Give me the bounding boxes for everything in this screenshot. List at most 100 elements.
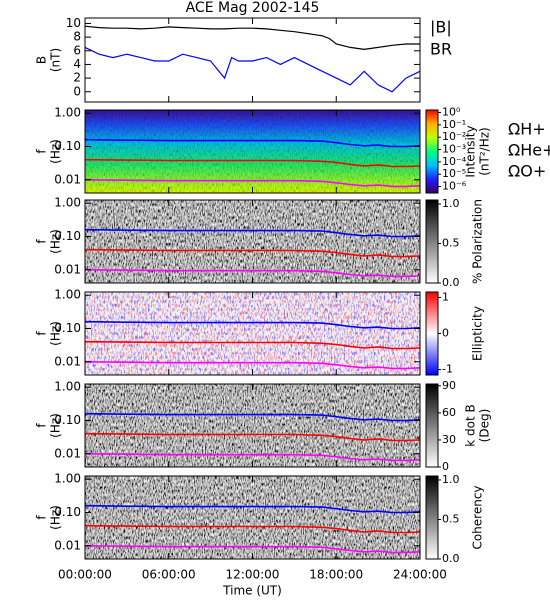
series-line — [85, 138, 420, 148]
y-axis-label: f — [35, 239, 49, 244]
spectrogram-noise — [85, 292, 420, 375]
series-line — [85, 248, 420, 258]
series-group — [85, 25, 420, 93]
colorbar-tick-label: 0.0 — [442, 276, 460, 289]
x-tick-label: 06:00:00 — [142, 568, 196, 582]
series-line — [85, 545, 420, 554]
colorbar-label: Intensity — [464, 125, 478, 177]
series-group — [85, 138, 420, 188]
series-group — [85, 228, 420, 278]
series-line — [85, 453, 420, 462]
series-line — [85, 524, 420, 534]
y-axis-label: f — [35, 423, 49, 428]
y-tick-label: 6 — [73, 43, 81, 57]
spectrogram — [85, 110, 420, 193]
series-line — [85, 432, 420, 442]
y-tick-label: 8 — [73, 30, 81, 44]
spectrogram — [85, 476, 420, 559]
x-tick-label: 18:00:00 — [309, 568, 363, 582]
colorbar-tick-label: 0.5 — [442, 512, 460, 525]
colorbar-tick-label: 60 — [442, 406, 456, 419]
spectrogram-noise — [85, 476, 420, 559]
spectrogram-noise — [85, 384, 420, 467]
x-tick-label: 12:00:00 — [226, 568, 280, 582]
colorbar-tick-label: 30 — [442, 433, 456, 446]
colorbar-tick-label: 10⁻⁶ — [442, 180, 467, 193]
x-axis-label: Time (UT) — [222, 584, 282, 598]
y-axis-label: (Hz) — [49, 229, 63, 254]
x-tick-label: 00:00:00 — [58, 568, 112, 582]
spectrogram-noise — [85, 200, 420, 283]
series-line — [85, 269, 420, 278]
colorbar-tick-label: 1.0 — [442, 197, 460, 210]
series-line — [85, 228, 420, 238]
y-tick-label: 0.10 — [54, 139, 81, 153]
series-line — [85, 340, 420, 350]
series-line — [85, 158, 420, 168]
spectrogram-noise — [85, 110, 420, 193]
colorbar-tick-label: -1 — [442, 363, 453, 376]
y-axis-label: f — [35, 515, 49, 520]
colorbar-label: (Deg) — [478, 409, 492, 443]
y-tick-label: 0.10 — [54, 321, 81, 335]
colorbar-label: Ellipticity — [471, 306, 485, 361]
colorbar-tick-label: 0.5 — [442, 236, 460, 249]
colorbar-tick-label: 10⁻¹ — [442, 118, 466, 131]
spectrogram — [85, 292, 420, 375]
colorbar-label: k dot B — [464, 404, 478, 446]
series-line — [85, 412, 420, 422]
colorbar-tick-label: 1 — [442, 290, 449, 303]
series-line — [85, 320, 420, 330]
colorbar — [425, 291, 439, 376]
spectrogram — [85, 384, 420, 467]
y-tick-label: 0.10 — [54, 505, 81, 519]
y-axis-label: (Hz) — [49, 139, 63, 164]
colorbar-tick-label: 10⁰ — [442, 106, 461, 119]
colorbar-tick-label: 1.0 — [442, 473, 460, 486]
y-axis-label: (Hz) — [49, 321, 63, 346]
colorbar-tick-label: 0 — [442, 327, 449, 340]
spectrogram — [85, 200, 420, 283]
colorbar-tick-label: 10⁻⁵ — [442, 167, 466, 180]
legend-entry: ΩHe+ — [508, 141, 550, 160]
y-tick-label: 1.00 — [54, 106, 81, 120]
series-group — [85, 504, 420, 554]
colorbar-label: (nT²/Hz) — [478, 127, 492, 175]
colorbar — [425, 109, 439, 194]
series-line — [85, 46, 420, 93]
y-tick-label: 4 — [73, 57, 81, 71]
x-tick-label: 24:00:00 — [393, 568, 447, 582]
y-axis-label: B — [35, 56, 49, 64]
y-tick-label: 1.00 — [54, 472, 81, 486]
y-axis-label: (nT) — [49, 48, 63, 72]
colorbar-tick-label: 10⁻³ — [442, 143, 466, 156]
y-axis-label: (Hz) — [49, 413, 63, 438]
y-axis-label: f — [35, 331, 49, 336]
y-tick-label: 0.10 — [54, 413, 81, 427]
y-tick-label: 1.00 — [54, 196, 81, 210]
colorbar — [425, 383, 439, 468]
legend-entry: BR — [430, 40, 452, 59]
y-tick-label: 1.00 — [54, 380, 81, 394]
colorbar-tick-label: 0.0 — [442, 552, 460, 565]
y-tick-label: 1.00 — [54, 288, 81, 302]
series-line — [85, 25, 420, 51]
y-tick-label: 0.01 — [54, 262, 81, 276]
y-axis-label: f — [35, 149, 49, 154]
series-line — [85, 361, 420, 370]
colorbar — [425, 475, 439, 560]
series-group — [85, 412, 420, 462]
colorbar-tick-label: 10⁻² — [442, 130, 466, 143]
y-tick-label: 0.01 — [54, 538, 81, 552]
y-tick-label: 0.01 — [54, 354, 81, 368]
colorbar-tick-label: 0 — [442, 460, 449, 473]
y-tick-label: 2 — [73, 71, 81, 85]
plot-frame — [84, 17, 421, 103]
colorbar-label: % Polarization — [471, 199, 485, 284]
legend-entry: ΩH+ — [508, 120, 546, 139]
y-axis-label: (Hz) — [49, 505, 63, 530]
y-tick-label: 10 — [66, 16, 81, 30]
colorbar-tick-label: 90 — [442, 379, 456, 392]
legend-entry: |B| — [430, 18, 452, 37]
